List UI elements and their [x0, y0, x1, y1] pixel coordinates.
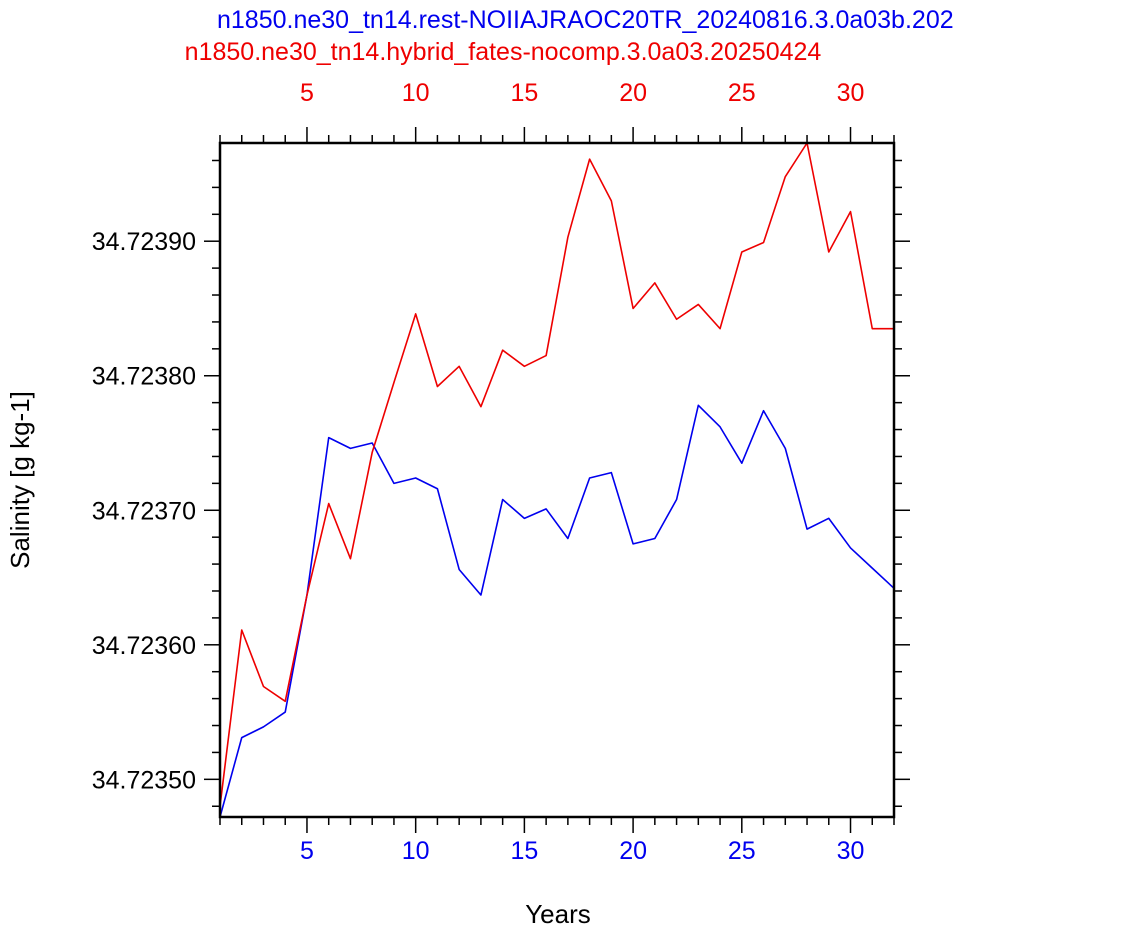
bottom-x-tick-label: 20: [619, 837, 647, 865]
y-tick-label: 34.72370: [92, 497, 196, 525]
x-axis-label: Years: [525, 899, 591, 929]
y-tick-label: 34.72360: [92, 632, 196, 660]
top-x-tick-label: 15: [510, 79, 538, 107]
y-axis-label: Salinity [g kg-1]: [5, 391, 35, 569]
bottom-x-tick-label: 5: [300, 837, 314, 865]
top-x-tick-label: 10: [402, 79, 430, 107]
top-x-tick-label: 25: [728, 79, 756, 107]
top-x-tick-label: 30: [837, 79, 865, 107]
y-tick-label: 34.72390: [92, 228, 196, 256]
bottom-x-tick-label: 10: [402, 837, 430, 865]
bottom-x-tick-label: 30: [837, 837, 865, 865]
blue-series-title: n1850.ne30_tn14.rest-NOIIAJRAOC20TR_2024…: [217, 6, 954, 34]
red-series-line: [219, 142, 894, 807]
y-tick-label: 34.72380: [92, 363, 196, 391]
axis-ticks: 5 5 10 10 15 15 20 20 25 25 30 30 34.72350 34.72360 34…: [92, 79, 910, 865]
top-x-tick-label: 20: [619, 79, 647, 107]
blue-series-line: [219, 404, 895, 818]
top-x-tick-label: 5: [300, 79, 314, 107]
y-tick-label: 34.72350: [92, 766, 196, 794]
bottom-x-tick-label: 25: [728, 837, 756, 865]
series-lines: [219, 142, 895, 818]
red-series-title: n1850.ne30_tn14.hybrid_fates-nocomp.3.0a…: [185, 38, 822, 66]
bottom-x-tick-label: 15: [510, 837, 538, 865]
plot-frame: [218, 141, 896, 819]
